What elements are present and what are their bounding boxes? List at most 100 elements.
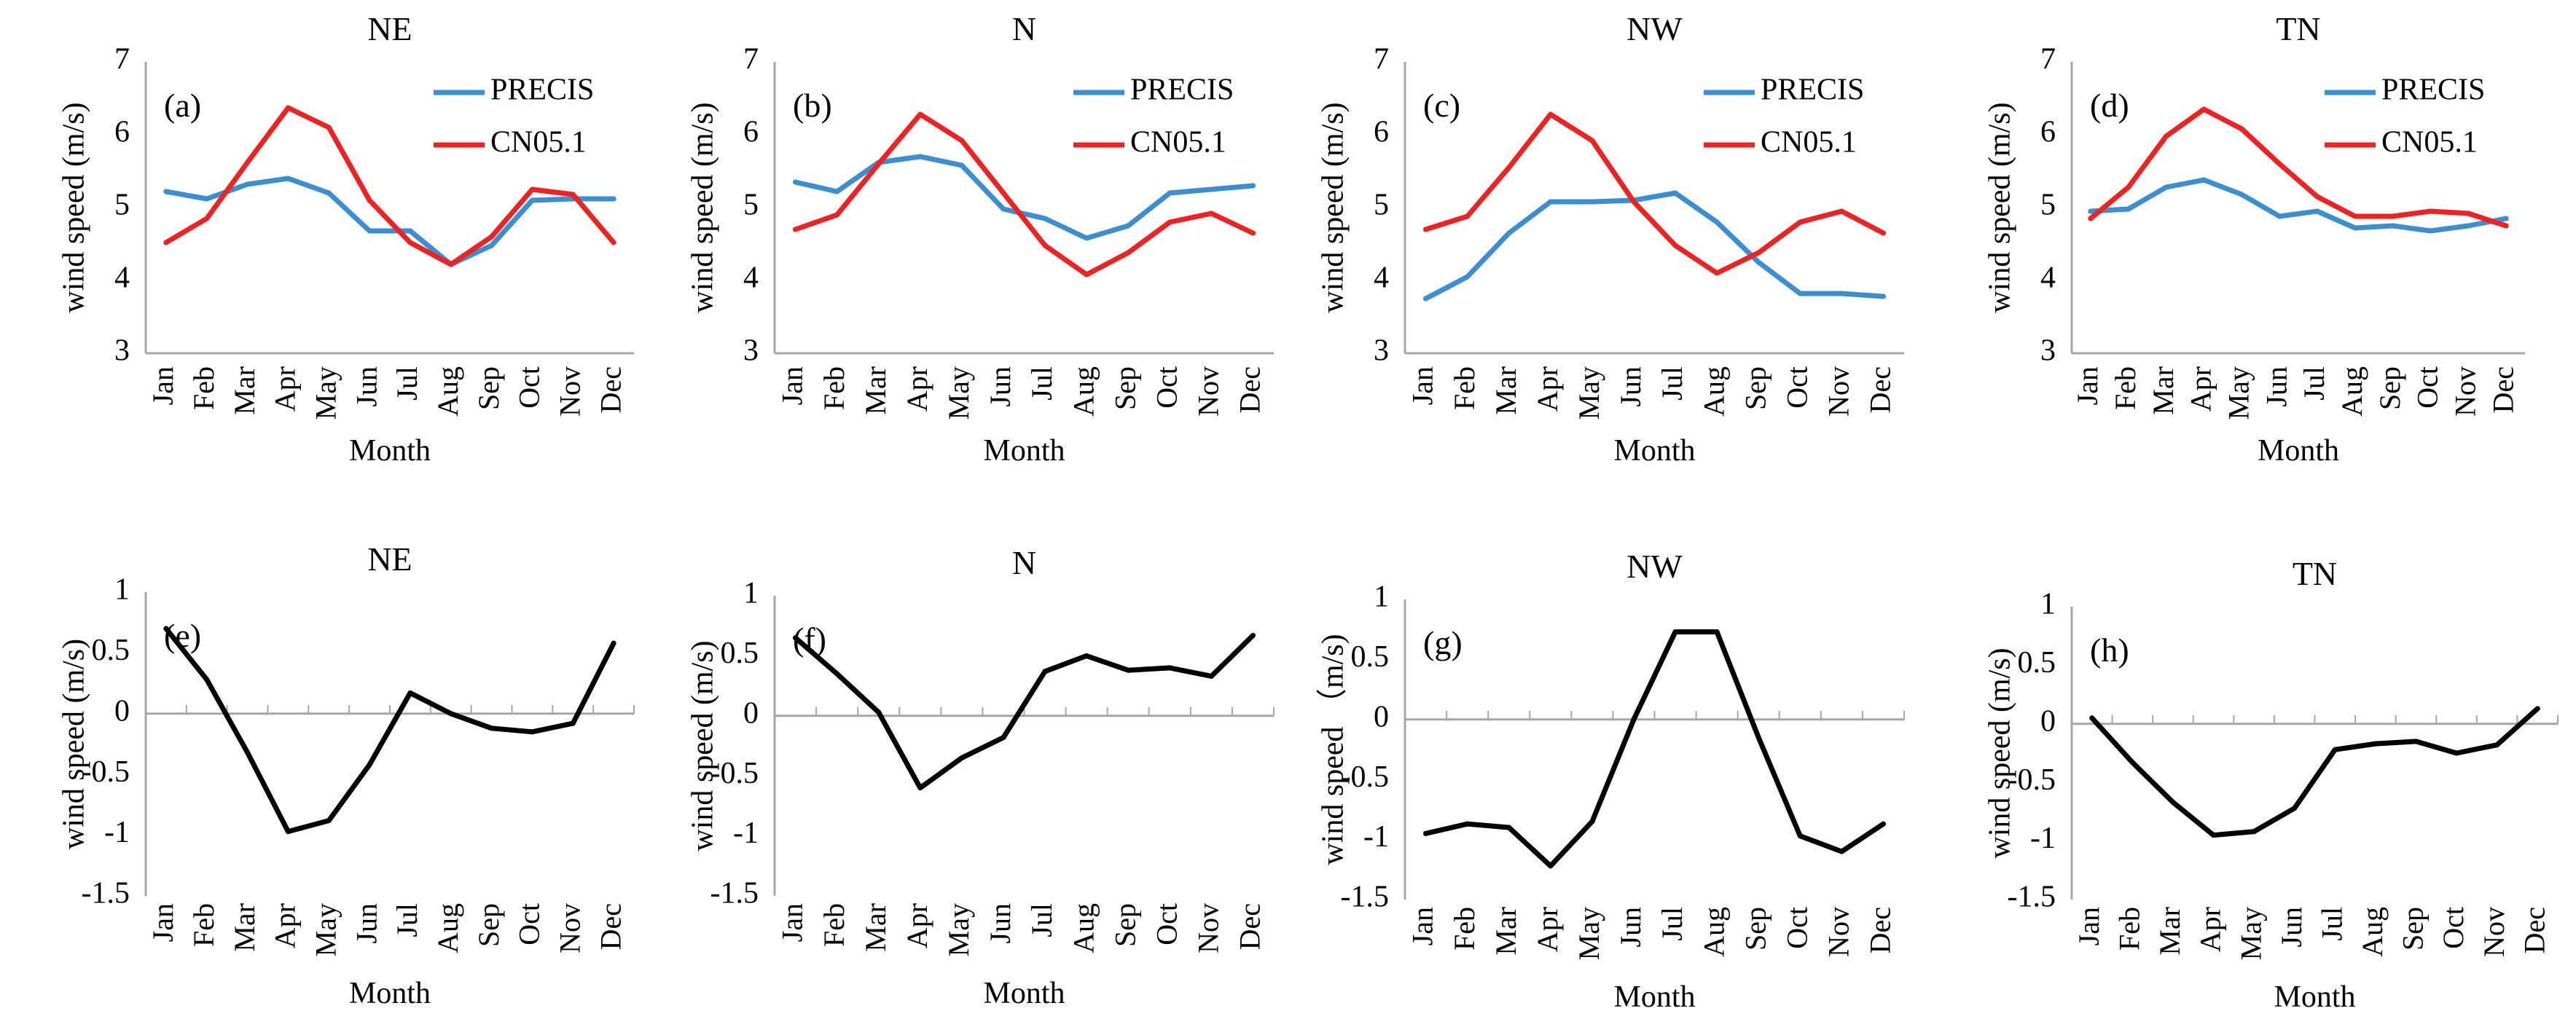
x-tick-label: May bbox=[942, 903, 975, 956]
y-axis-title: wind speed (m/s) bbox=[1317, 102, 1350, 312]
data-point bbox=[1797, 291, 1803, 296]
data-point bbox=[1042, 216, 1048, 221]
x-tick-label: Nov bbox=[1823, 907, 1855, 957]
x-tick-label: Jan bbox=[2072, 907, 2105, 945]
x-tick-label: Nov bbox=[1823, 366, 1855, 417]
data-point bbox=[2126, 184, 2131, 190]
x-tick-label: Aug bbox=[1067, 366, 1100, 417]
data-point bbox=[529, 729, 535, 735]
x-tick-label: Apr bbox=[1531, 907, 1564, 952]
x-tick-label: Feb bbox=[818, 903, 850, 947]
data-point bbox=[2276, 161, 2282, 167]
data-point bbox=[959, 162, 965, 168]
series-line-precis bbox=[2088, 177, 2509, 234]
x-tick-label: Feb bbox=[1448, 366, 1481, 410]
chart-title: NE bbox=[367, 10, 412, 47]
x-tick-label: Nov bbox=[553, 366, 586, 417]
chart-panel-b: 3 4 5 6 7 Jan Feb Mar Apr May Jun Jul Aug Sep Oct Nov De… bbox=[686, 10, 1274, 468]
y-axis-title: wind speed (m/s) bbox=[58, 639, 91, 849]
x-tick-label: Feb bbox=[818, 366, 850, 410]
y-tick-label: 6 bbox=[114, 116, 130, 149]
x-tick-label: Jul bbox=[1656, 366, 1688, 401]
x-tick-label: Sep bbox=[2397, 907, 2430, 951]
data-point bbox=[489, 243, 495, 248]
data-point bbox=[2465, 210, 2471, 216]
chart-panel-d: 3 4 5 6 7 Jan Feb Mar Apr May Jun Jul Aug Sep Oct Nov De… bbox=[1984, 10, 2525, 468]
data-point bbox=[448, 711, 454, 717]
x-tick-label: Sep bbox=[472, 366, 505, 410]
x-tick-label: Mar bbox=[859, 366, 892, 415]
y-tick-label: 5 bbox=[1374, 189, 1389, 222]
series-line-precis bbox=[793, 154, 1256, 241]
data-point bbox=[2314, 208, 2320, 214]
y-tick-label: 3 bbox=[2040, 334, 2056, 368]
data-point bbox=[245, 749, 251, 755]
y-tick-label: -1.5 bbox=[2008, 881, 2056, 914]
data-point bbox=[529, 186, 535, 192]
data-point bbox=[2239, 192, 2244, 197]
y-tick-label: 0 bbox=[743, 696, 759, 730]
y-tick-label: 0.5 bbox=[721, 637, 759, 670]
data-point bbox=[1797, 219, 1803, 225]
data-point bbox=[1167, 190, 1172, 196]
chart-title: NW bbox=[1626, 10, 1683, 47]
data-point bbox=[163, 626, 169, 631]
series-line-cn05-1 bbox=[163, 105, 616, 267]
data-point bbox=[611, 240, 616, 245]
data-point bbox=[1250, 183, 1256, 189]
x-tick-label: Jun bbox=[984, 903, 1017, 944]
x-tick-label: Jul bbox=[391, 903, 423, 937]
data-point bbox=[1755, 259, 1761, 265]
x-tick-label: Jul bbox=[1025, 903, 1058, 937]
series-line-difference bbox=[1423, 629, 1886, 869]
x-axis-title: Month bbox=[983, 434, 1065, 468]
x-tick-label: Feb bbox=[1448, 907, 1481, 951]
x-tick-label: Mar bbox=[859, 903, 892, 952]
data-point bbox=[2239, 126, 2244, 132]
data-point bbox=[448, 261, 454, 267]
data-point bbox=[1548, 863, 1554, 869]
y-tick-label: 6 bbox=[2040, 116, 2056, 149]
y-tick-label: 4 bbox=[114, 261, 130, 295]
legend-label: CN05.1 bbox=[1761, 126, 1857, 160]
x-tick-label: Jan bbox=[146, 903, 179, 942]
y-tick-label: -1 bbox=[1363, 820, 1389, 854]
y-tick-label: 6 bbox=[1374, 116, 1389, 149]
y-tick-label: 6 bbox=[743, 116, 759, 149]
x-axis-title: Month bbox=[349, 434, 431, 468]
data-point bbox=[367, 762, 372, 768]
legend-label: PRECIS bbox=[1130, 74, 1234, 107]
data-point bbox=[1001, 206, 1006, 212]
data-point bbox=[1880, 230, 1886, 236]
data-point bbox=[1506, 825, 1512, 830]
y-tick-label: 5 bbox=[114, 189, 130, 222]
x-tick-label: Oct bbox=[513, 366, 546, 409]
data-point bbox=[326, 125, 332, 130]
x-tick-label: Aug bbox=[2336, 366, 2368, 417]
data-point bbox=[2494, 742, 2500, 748]
data-point bbox=[1423, 227, 1429, 232]
series-line-cn05-1 bbox=[1423, 111, 1886, 276]
series-line-difference bbox=[163, 626, 616, 835]
data-point bbox=[1548, 199, 1554, 205]
data-point bbox=[1839, 208, 1844, 214]
x-tick-label: Jun bbox=[1614, 366, 1647, 407]
x-tick-label: Mar bbox=[228, 903, 261, 952]
data-point bbox=[1250, 632, 1256, 638]
data-point bbox=[1042, 669, 1048, 674]
chart-title: N bbox=[1012, 10, 1036, 47]
x-tick-label: Apr bbox=[901, 366, 933, 412]
x-tick-label: Jun bbox=[350, 366, 383, 407]
x-axis-title: Month bbox=[349, 977, 431, 1010]
data-point bbox=[1631, 717, 1637, 723]
x-tick-label: Sep bbox=[1108, 366, 1141, 410]
y-axis-title: wind speed （m/s) bbox=[1317, 634, 1350, 865]
data-point bbox=[1423, 296, 1429, 302]
y-tick-label: -0.5 bbox=[710, 757, 759, 790]
data-point bbox=[1250, 230, 1256, 236]
series-line-precis bbox=[1423, 190, 1886, 302]
y-tick-label: 1 bbox=[743, 577, 759, 610]
x-axis-title: Month bbox=[1613, 980, 1695, 1014]
data-point bbox=[2276, 213, 2282, 219]
data-point bbox=[245, 181, 251, 187]
